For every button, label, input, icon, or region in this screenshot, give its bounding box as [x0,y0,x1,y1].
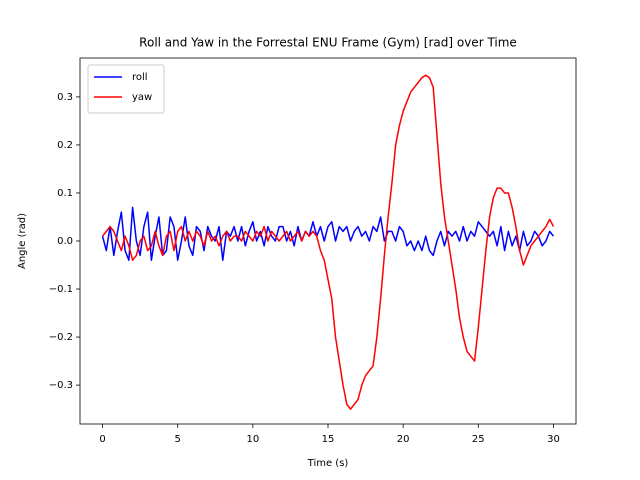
y-tick-label: −0.1 [49,284,73,295]
x-tick-label: 5 [175,434,181,445]
y-tick-label: −0.2 [49,332,73,343]
x-tick-label: 30 [547,434,560,445]
x-tick-label: 15 [322,434,335,445]
y-tick-label: 0.2 [57,140,73,151]
x-axis-label: Time (s) [307,458,349,469]
y-tick-label: −0.3 [49,380,73,391]
y-tick-label: 0.3 [57,92,73,103]
series-line [101,206,555,261]
y-axis-label: Angle (rad) [17,213,28,269]
legend-label: roll [132,72,148,83]
chart-title: Roll and Yaw in the Forrestal ENU Frame … [139,36,517,50]
x-tick-label: 10 [246,434,259,445]
x-tick-label: 20 [397,434,410,445]
legend-label: yaw [132,92,152,103]
x-tick-label: 0 [99,434,105,445]
y-tick-label: 0.0 [57,236,73,247]
axes-frame [79,57,577,425]
x-tick-label: 25 [472,434,485,445]
y-tick-label: 0.1 [57,188,73,199]
legend-box [87,64,165,114]
series-line [101,74,555,410]
